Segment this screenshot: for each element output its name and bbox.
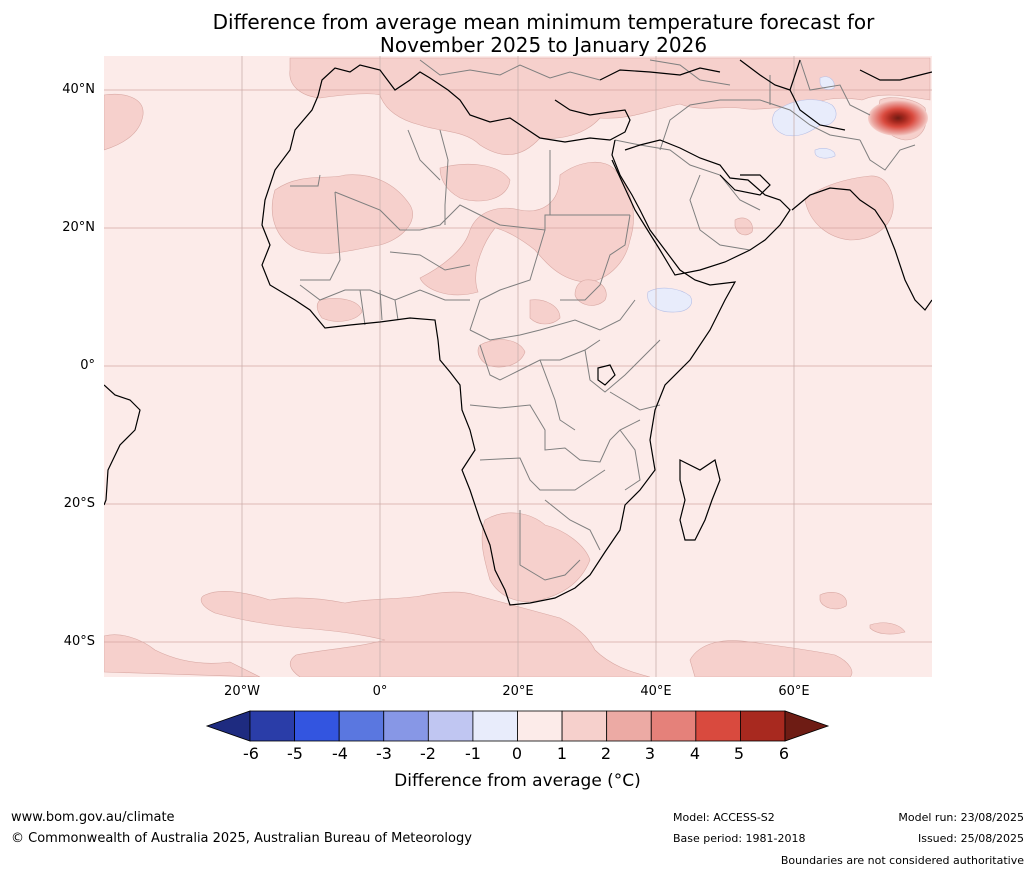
- lat-label-20s: 20°S: [63, 496, 95, 511]
- colorbar-tick: 6: [778, 744, 790, 763]
- colorbar-swatch: [472, 710, 518, 742]
- colorbar-label: Difference from average (°C): [394, 771, 641, 791]
- lon-label-40e: 40°E: [640, 684, 672, 699]
- footer-website: www.bom.gov.au/climate: [11, 810, 175, 825]
- footer-model-run: Model run: 23/08/2025: [898, 811, 1024, 824]
- colorbar-swatch: [561, 710, 608, 742]
- lon-label-20e: 20°E: [502, 684, 534, 699]
- lon-label-20w: 20°W: [224, 684, 260, 699]
- country-borders: [290, 59, 916, 581]
- colorbar-swatch: [249, 710, 295, 742]
- footer-issued: Issued: 25/08/2025: [917, 832, 1024, 845]
- lat-label-40s: 40°S: [63, 634, 95, 649]
- footer-disclaimer: Boundaries are not considered authoritat…: [780, 854, 1024, 867]
- hotspot-anomaly: [868, 100, 928, 136]
- colorbar-swatch: [740, 710, 786, 742]
- colorbar-swatch: [517, 710, 563, 742]
- colorbar: [205, 710, 830, 742]
- lat-label-20n: 20°N: [62, 220, 95, 235]
- colorbar-under-arrow: [205, 710, 251, 742]
- colorbar-tick: 4: [689, 744, 701, 763]
- lat-label-equator: 0°: [80, 358, 95, 373]
- colorbar-swatch: [383, 710, 429, 742]
- colorbar-swatch: [294, 710, 340, 742]
- colorbar-swatch: [427, 710, 474, 742]
- colorbar-tick: -1: [465, 744, 481, 763]
- footer-copyright: © Commonwealth of Australia 2025, Austra…: [11, 831, 472, 846]
- colorbar-swatch: [338, 710, 385, 742]
- colorbar-swatch: [695, 710, 741, 742]
- colorbar-tick: -5: [287, 744, 303, 763]
- colorbar-tick: -4: [332, 744, 348, 763]
- anomaly-patches-1-to-2: [104, 57, 931, 677]
- colorbar-tick: -3: [376, 744, 392, 763]
- map-title-line2: November 2025 to January 2026: [379, 33, 708, 57]
- colorbar-over-arrow: [784, 710, 830, 742]
- colorbar-tick: 1: [556, 744, 568, 763]
- lon-label-0: 0°: [372, 684, 388, 699]
- map-title-line1: Difference from average mean minimum tem…: [212, 10, 875, 34]
- colorbar-swatch: [606, 710, 652, 742]
- footer-model: Model: ACCESS-S2: [673, 811, 775, 824]
- colorbar-tick: -6: [243, 744, 259, 763]
- lat-label-40n: 40°N: [62, 82, 95, 97]
- lon-label-60e: 60°E: [778, 684, 810, 699]
- coastlines: [104, 59, 932, 606]
- colorbar-tick: -2: [420, 744, 436, 763]
- colorbar-tick: 0: [511, 744, 523, 763]
- colorbar-swatch: [650, 710, 697, 742]
- footer-base-period: Base period: 1981-2018: [673, 832, 806, 845]
- graticule: [104, 56, 932, 677]
- colorbar-tick: 2: [600, 744, 612, 763]
- colorbar-tick: 3: [644, 744, 656, 763]
- colorbar-tick: 5: [733, 744, 745, 763]
